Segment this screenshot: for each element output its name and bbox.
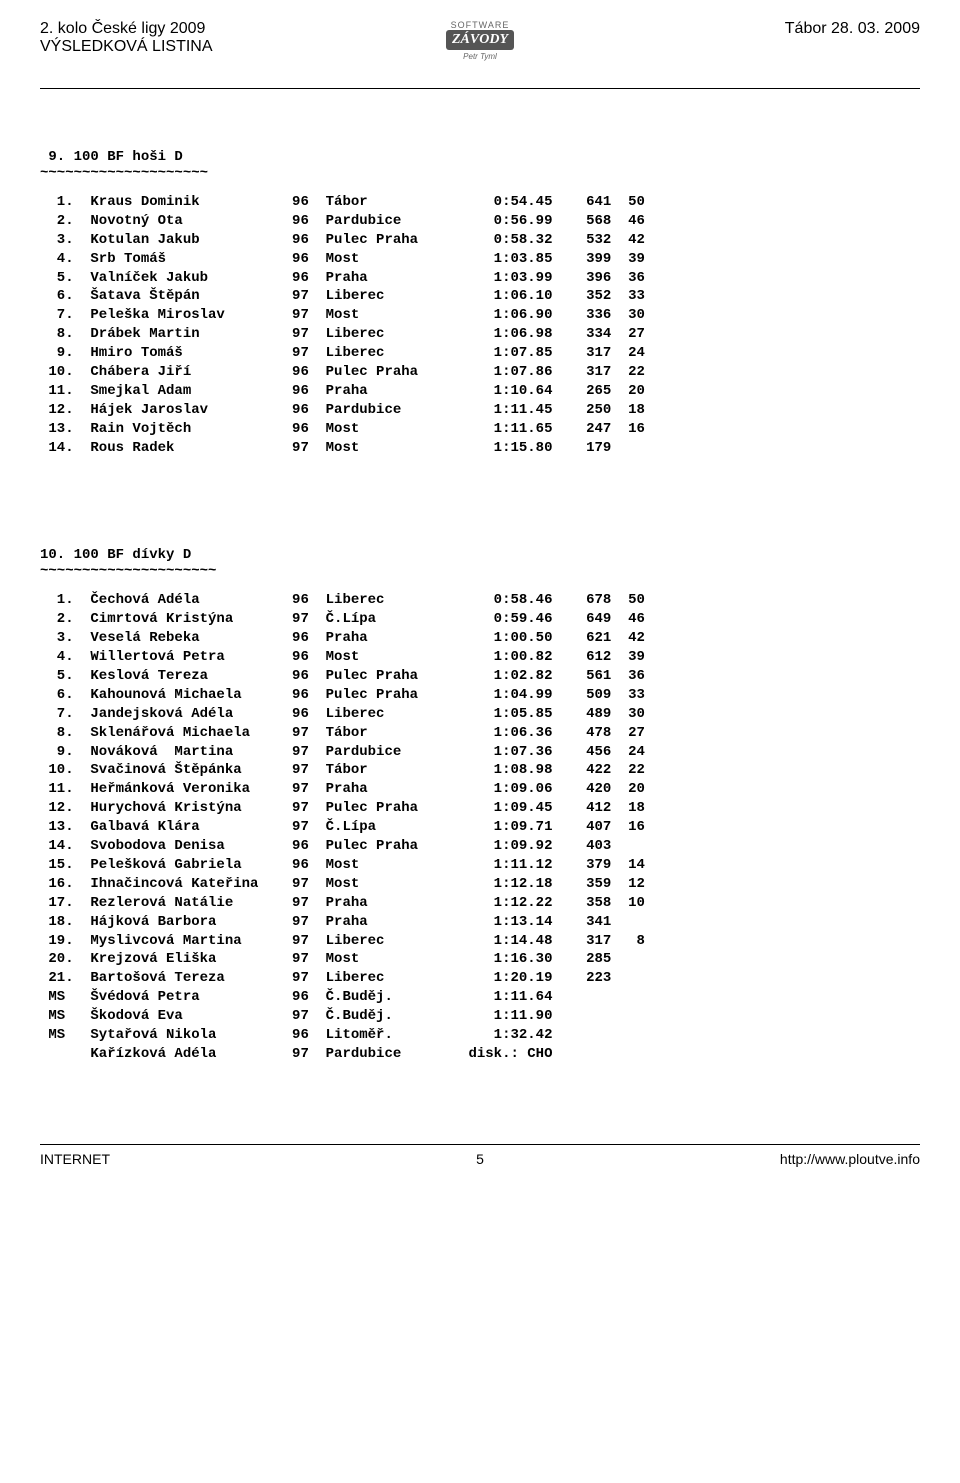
result-row: Kařízková Adéla 97 Pardubice disk.: CHO xyxy=(40,1045,920,1064)
result-row: 10. Svačinová Štěpánka 97 Tábor 1:08.98 … xyxy=(40,761,920,780)
result-row: 4. Willertová Petra 96 Most 1:00.82 612 … xyxy=(40,648,920,667)
result-row: 12. Hurychová Kristýna 97 Pulec Praha 1:… xyxy=(40,799,920,818)
page-footer: INTERNET 5 http://www.ploutve.info xyxy=(40,1144,920,1167)
header-left: 2. kolo České ligy 2009 VÝSLEDKOVÁ LISTI… xyxy=(40,20,435,56)
result-row: 11. Smejkal Adam 96 Praha 1:10.64 265 20 xyxy=(40,382,920,401)
result-row: 4. Srb Tomáš 96 Most 1:03.85 399 39 xyxy=(40,250,920,269)
result-row: 2. Novotný Ota 96 Pardubice 0:56.99 568 … xyxy=(40,212,920,231)
section-2: 10. 100 BF dívky D ~~~~~~~~~~~~~~~~~~~~~… xyxy=(40,547,920,1063)
result-row: MS Sytařová Nikola 96 Litoměř. 1:32.42 xyxy=(40,1026,920,1045)
result-row: MS Švédová Petra 96 Č.Buděj. 1:11.64 xyxy=(40,988,920,1007)
result-row: 10. Chábera Jiří 96 Pulec Praha 1:07.86 … xyxy=(40,363,920,382)
header-right: Tábor 28. 03. 2009 xyxy=(525,20,920,38)
logo-mid-text: ZÁVODY xyxy=(446,30,514,50)
section-1-title: 9. 100 BF hoši D xyxy=(40,149,920,165)
footer-page-num: 5 xyxy=(333,1151,626,1167)
result-row: 1. Čechová Adéla 96 Liberec 0:58.46 678 … xyxy=(40,591,920,610)
result-row: MS Škodová Eva 97 Č.Buděj. 1:11.90 xyxy=(40,1007,920,1026)
result-row: 5. Keslová Tereza 96 Pulec Praha 1:02.82… xyxy=(40,667,920,686)
result-row: 6. Šatava Štěpán 97 Liberec 1:06.10 352 … xyxy=(40,287,920,306)
page-header: 2. kolo České ligy 2009 VÝSLEDKOVÁ LISTI… xyxy=(40,20,920,80)
result-row: 20. Krejzová Eliška 97 Most 1:16.30 285 xyxy=(40,950,920,969)
result-row: 16. Ihnačincová Kateřina 97 Most 1:12.18… xyxy=(40,875,920,894)
result-row: 11. Heřmánková Veronika 97 Praha 1:09.06… xyxy=(40,780,920,799)
result-row: 21. Bartošová Tereza 97 Liberec 1:20.19 … xyxy=(40,969,920,988)
result-row: 17. Rezlerová Natálie 97 Praha 1:12.22 3… xyxy=(40,894,920,913)
result-row: 6. Kahounová Michaela 96 Pulec Praha 1:0… xyxy=(40,686,920,705)
section-2-title: 10. 100 BF dívky D xyxy=(40,547,920,563)
logo-bot-text: Petr Tyml xyxy=(435,52,525,61)
result-row: 8. Drábek Martin 97 Liberec 1:06.98 334 … xyxy=(40,325,920,344)
result-row: 13. Galbavá Klára 97 Č.Lípa 1:09.71 407 … xyxy=(40,818,920,837)
result-row: 13. Rain Vojtěch 96 Most 1:11.65 247 16 xyxy=(40,420,920,439)
doc-type: VÝSLEDKOVÁ LISTINA xyxy=(40,38,435,56)
event-date: Tábor 28. 03. 2009 xyxy=(525,20,920,38)
result-row: 14. Rous Radek 97 Most 1:15.80 179 xyxy=(40,439,920,458)
footer-left: INTERNET xyxy=(40,1151,333,1167)
result-row: 9. Hmiro Tomáš 97 Liberec 1:07.85 317 24 xyxy=(40,344,920,363)
result-row: 3. Kotulan Jakub 96 Pulec Praha 0:58.32 … xyxy=(40,231,920,250)
result-row: 8. Sklenářová Michaela 97 Tábor 1:06.36 … xyxy=(40,724,920,743)
event-title: 2. kolo České ligy 2009 xyxy=(40,20,435,38)
result-row: 15. Pelešková Gabriela 96 Most 1:11.12 3… xyxy=(40,856,920,875)
result-row: 2. Cimrtová Kristýna 97 Č.Lípa 0:59.46 6… xyxy=(40,610,920,629)
result-row: 7. Peleška Miroslav 97 Most 1:06.90 336 … xyxy=(40,306,920,325)
header-center: SOFTWARE ZÁVODY Petr Tyml xyxy=(435,20,525,80)
section-2-tildes: ~~~~~~~~~~~~~~~~~~~~~ xyxy=(40,563,920,579)
result-row: 7. Jandejsková Adéla 96 Liberec 1:05.85 … xyxy=(40,705,920,724)
result-row: 1. Kraus Dominik 96 Tábor 0:54.45 641 50 xyxy=(40,193,920,212)
section-1-tildes: ~~~~~~~~~~~~~~~~~~~~ xyxy=(40,165,920,181)
result-row: 9. Nováková Martina 97 Pardubice 1:07.36… xyxy=(40,743,920,762)
header-rule xyxy=(40,88,920,89)
section-2-rows: 1. Čechová Adéla 96 Liberec 0:58.46 678 … xyxy=(40,591,920,1063)
section-1: 9. 100 BF hoši D ~~~~~~~~~~~~~~~~~~~~ 1.… xyxy=(40,149,920,457)
logo-top-text: SOFTWARE xyxy=(435,20,525,30)
result-row: 18. Hájková Barbora 97 Praha 1:13.14 341 xyxy=(40,913,920,932)
result-row: 3. Veselá Rebeka 96 Praha 1:00.50 621 42 xyxy=(40,629,920,648)
result-row: 19. Myslivcová Martina 97 Liberec 1:14.4… xyxy=(40,932,920,951)
result-row: 14. Svobodova Denisa 96 Pulec Praha 1:09… xyxy=(40,837,920,856)
logo: SOFTWARE ZÁVODY Petr Tyml xyxy=(435,20,525,80)
result-row: 5. Valníček Jakub 96 Praha 1:03.99 396 3… xyxy=(40,269,920,288)
footer-url: http://www.ploutve.info xyxy=(627,1151,920,1167)
result-row: 12. Hájek Jaroslav 96 Pardubice 1:11.45 … xyxy=(40,401,920,420)
section-1-rows: 1. Kraus Dominik 96 Tábor 0:54.45 641 50… xyxy=(40,193,920,457)
